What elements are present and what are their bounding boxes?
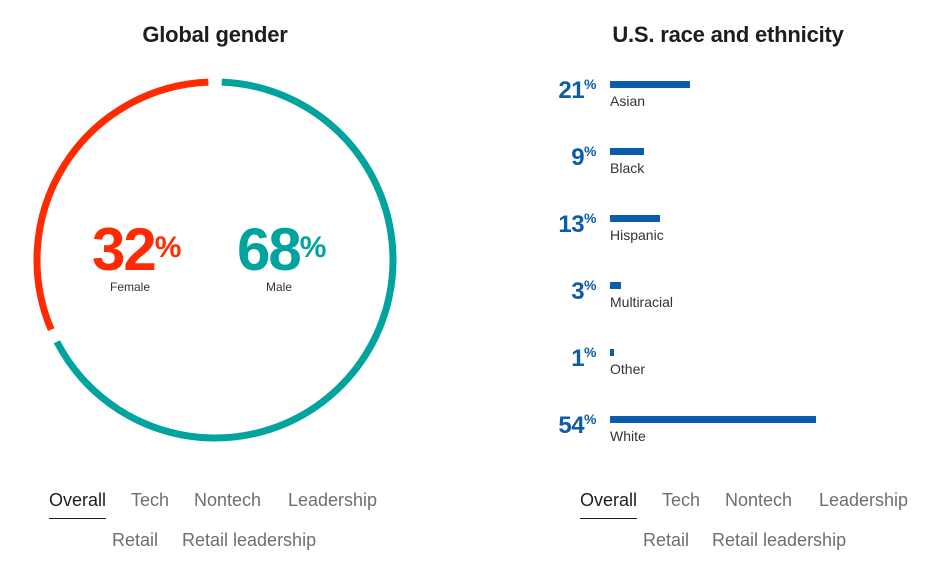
gender-chart-title: Global gender [142,22,288,47]
race-bar-asian [610,81,690,88]
race-percent-label: 1% [571,344,596,373]
race-row-multiracial: 3% Multiracial [540,277,936,342]
race-bar-hispanic [610,215,660,222]
race-percent-label: 21% [558,76,596,105]
race-bar-multiracial [610,282,621,289]
female-percent-value: 32 [92,216,157,283]
male-percent: 68% [237,220,326,280]
race-percent-value: 21 [558,77,585,104]
race-percent-unit: % [584,277,596,293]
gender-tab-retail-leadership[interactable]: Retail leadership [182,530,317,550]
gender-tab-overall[interactable]: Overall [49,490,107,519]
donut-slice-female [33,78,209,332]
race-tab-retail[interactable]: Retail [643,530,690,550]
race-row-hispanic: 13% Hispanic [540,210,936,275]
male-percent-value: 68 [237,216,302,283]
race-percent-unit: % [584,344,596,360]
race-percent-unit: % [584,411,596,427]
race-percent-value: 13 [558,211,585,238]
race-percent-unit: % [584,143,596,159]
race-tab-leadership[interactable]: Leadership [819,490,909,510]
female-label: Female [109,280,150,294]
race-percent-label: 13% [558,210,596,239]
gender-tab-tech[interactable]: Tech [131,490,170,510]
race-category-label: White [610,428,646,444]
race-tab-nontech[interactable]: Nontech [725,490,793,510]
race-bar-black [610,148,644,155]
race-percent-unit: % [584,210,596,226]
race-tab-overall[interactable]: Overall [580,490,638,519]
race-percent-label: 54% [558,411,596,440]
race-bar-other [610,349,614,356]
race-percent-label: 3% [571,277,596,306]
race-row-black: 9% Black [540,143,936,208]
female-percent: 32% [92,220,181,280]
gender-tab-nontech[interactable]: Nontech [194,490,262,510]
donut-slice-male [53,78,397,442]
race-category-label: Other [610,361,646,377]
male-label: Male [265,280,292,294]
race-percent-value: 1 [571,345,585,372]
gender-tab-retail[interactable]: Retail [112,530,159,550]
race-percent-value: 3 [571,278,585,305]
race-chart-title: U.S. race and ethnicity [612,22,844,47]
race-row-other: 1% Other [540,344,936,409]
gender-tab-leadership[interactable]: Leadership [288,490,378,510]
race-percent-unit: % [584,76,596,92]
race-bar-white [610,416,816,423]
gender-donut-chart [33,78,397,442]
female-percent-unit: % [154,231,182,264]
race-percent-label: 9% [571,143,596,172]
race-percent-value: 9 [571,144,585,171]
race-tab-retail-leadership[interactable]: Retail leadership [712,530,847,550]
race-category-label: Multiracial [610,294,674,310]
race-percent-value: 54 [558,412,585,439]
race-tab-tech[interactable]: Tech [662,490,701,510]
race-category-label: Hispanic [610,227,664,243]
race-category-label: Black [610,160,645,176]
race-category-label: Asian [610,93,646,109]
race-row-asian: 21% Asian [540,76,936,141]
race-row-white: 54% White [540,411,936,476]
male-percent-unit: % [299,231,327,264]
